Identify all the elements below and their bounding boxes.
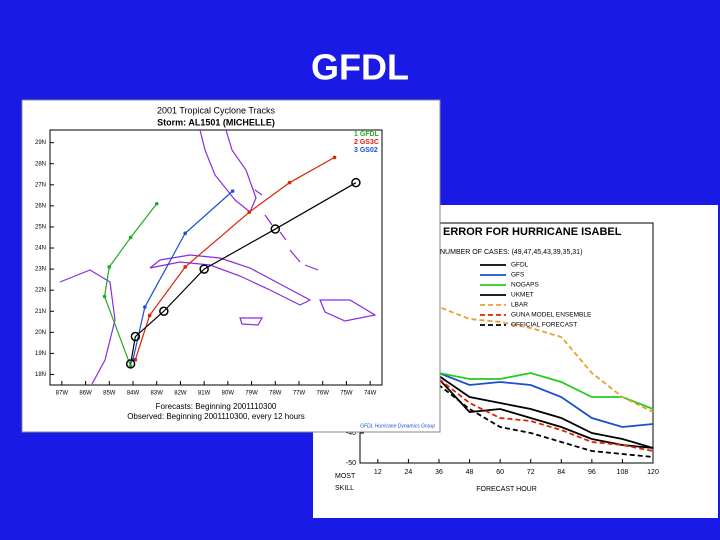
series-line [377, 360, 654, 452]
x-tick-label: 77W [293, 391, 306, 397]
coastline [149, 254, 312, 306]
y-tick-label: 25N [35, 225, 46, 231]
x-tick-label: 81W [198, 391, 211, 397]
skill-note: SKILL [335, 485, 354, 492]
coastline [254, 189, 319, 271]
legend-label: NOGAPS [511, 282, 539, 289]
legend-label: 1 GFDL [354, 131, 380, 138]
map-title: 2001 Tropical Cyclone Tracks [157, 105, 276, 115]
x-tick-label: 78W [269, 391, 282, 397]
storm-marker [270, 224, 281, 234]
y-tick-label: 24N [35, 246, 46, 252]
track-point [183, 231, 187, 236]
track-point [102, 294, 107, 299]
legend-label: OFFICIAL FORECAST [511, 322, 577, 329]
map-frame [21, 99, 441, 433]
y-tick-label: -50 [346, 460, 356, 467]
storm-marker [351, 177, 361, 188]
x-tick-label: 48 [466, 469, 474, 476]
storm-marker [130, 331, 141, 342]
series-line [377, 303, 654, 413]
track-point [287, 180, 292, 185]
track-point [107, 265, 112, 269]
x-tick-label: 85W [103, 391, 116, 397]
y-tick-label: 19N [35, 351, 46, 357]
legend-label: UKMET [511, 292, 534, 299]
track-line [134, 156, 335, 360]
x-tick-label: 72 [527, 469, 535, 476]
y-tick-label: 26N [35, 203, 46, 209]
x-tick-label: 79W [245, 391, 258, 397]
coastlines [59, 129, 377, 385]
track-point [230, 189, 235, 193]
legend-label: GFDL [511, 262, 529, 269]
legend-label: 2 GS3C [354, 139, 379, 146]
y-tick-label: 29N [35, 140, 46, 146]
chart-subtitle: NUMBER OF CASES: (49,47,45,43,39,35,31) [440, 249, 582, 256]
storm-marker [125, 359, 136, 369]
y-tick-label: 23N [35, 267, 46, 273]
track-point [183, 265, 187, 269]
x-tick-label: 75W [340, 391, 353, 397]
x-tick-label: 80W [222, 391, 235, 397]
x-tick-label: 84 [557, 469, 565, 476]
map-credit: GFDL Hurricane Dynamics Group [360, 423, 435, 429]
legend-label: GFS [511, 272, 525, 279]
y-tick-label: 21N [35, 309, 46, 315]
x-tick-label: 84W [127, 391, 140, 397]
x-tick-label: 108 [617, 469, 629, 476]
x-tick-label: 87W [56, 391, 69, 397]
coastline [319, 299, 377, 322]
x-tick-label: 120 [647, 469, 659, 476]
coastline [59, 269, 116, 385]
x-tick-label: 36 [435, 469, 443, 476]
track-point [154, 201, 159, 206]
y-tick-label: 28N [35, 161, 46, 167]
map-subtitle: Storm: AL1501 (MICHELLE) [157, 117, 275, 127]
x-tick-label: 83W [151, 391, 164, 397]
y-tick-label: 27N [35, 182, 46, 188]
track-point [332, 155, 337, 160]
x-axis-label: FORECAST HOUR [476, 486, 537, 493]
y-tick-label: 18N [35, 372, 46, 378]
x-tick-label: 60 [496, 469, 504, 476]
track-point [143, 305, 147, 309]
map-footer: Observed: Beginning 2001110300, every 12… [127, 412, 305, 421]
legend-label: LBAR [511, 302, 528, 309]
storm-marker [159, 306, 169, 316]
x-tick-label: 12 [374, 469, 382, 476]
x-tick-label: 74W [364, 391, 377, 397]
x-tick-label: 82W [174, 391, 187, 397]
legend-label: GUNA MODEL ENSEMBLE [511, 312, 592, 319]
slide-title: GFDL [311, 47, 409, 88]
y-tick-label: 22N [35, 288, 46, 294]
track-point [128, 364, 133, 368]
x-tick-label: 24 [405, 469, 413, 476]
map-footer: Forecasts: Beginning 2001110300 [156, 402, 277, 411]
x-tick-label: 76W [317, 391, 330, 397]
coastline [239, 317, 264, 326]
y-tick-label: 20N [35, 330, 46, 336]
x-tick-label: 96 [588, 469, 596, 476]
track-map: 2001 Tropical Cyclone Tracks Storm: AL150… [21, 99, 441, 433]
legend-label: 3 GS02 [354, 147, 378, 154]
track-point [247, 210, 251, 214]
storm-marker [199, 264, 209, 274]
skill-note: MOST [335, 473, 356, 480]
x-tick-label: 86W [79, 391, 92, 397]
y-tick-label: -40 [346, 430, 356, 437]
track-point [147, 313, 152, 318]
map-plot-frame [49, 129, 383, 386]
track-point [128, 235, 133, 240]
chart-title: K ERROR FOR HURRICANE ISABEL [432, 226, 622, 238]
